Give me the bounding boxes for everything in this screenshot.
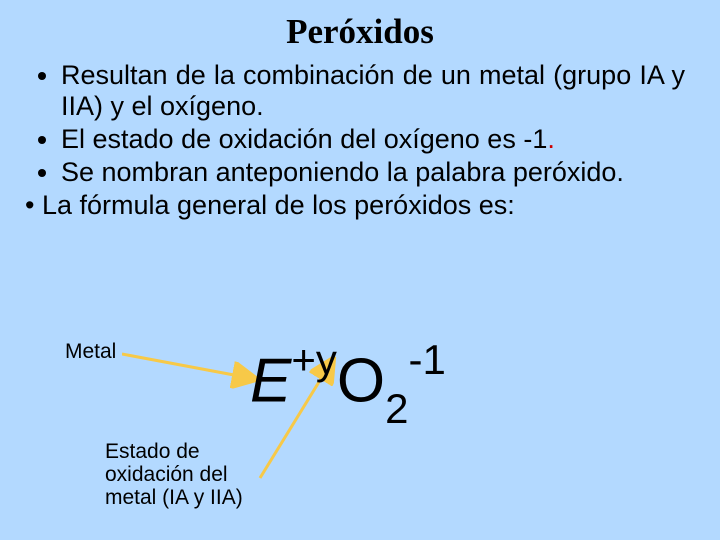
label-oxidation-state: Estado de oxidación del metal (IA y IIA) [105,440,275,509]
formula-sub-2: 2 [385,385,408,432]
label-metal: Metal [65,340,116,364]
arrow-metal-icon [122,350,262,395]
bullet-3: Se nombran anteponiendo la palabra peróx… [61,157,685,188]
bullet-list: Resultan de la combinación de un metal (… [35,60,685,221]
formula-E: E [250,347,291,416]
bullet-1: Resultan de la combinación de un metal (… [61,60,685,122]
bullet-2: El estado de oxidación del oxígeno es -1… [61,124,685,155]
general-formula: E+yO2-1 [250,342,446,425]
formula-sup-neg1: -1 [408,336,445,383]
bullet-4: La fórmula general de los peróxidos es: [25,190,685,221]
formula-sup-y: +y [291,336,337,383]
formula-O: O [337,347,385,416]
slide-title: Peróxidos [0,0,720,52]
